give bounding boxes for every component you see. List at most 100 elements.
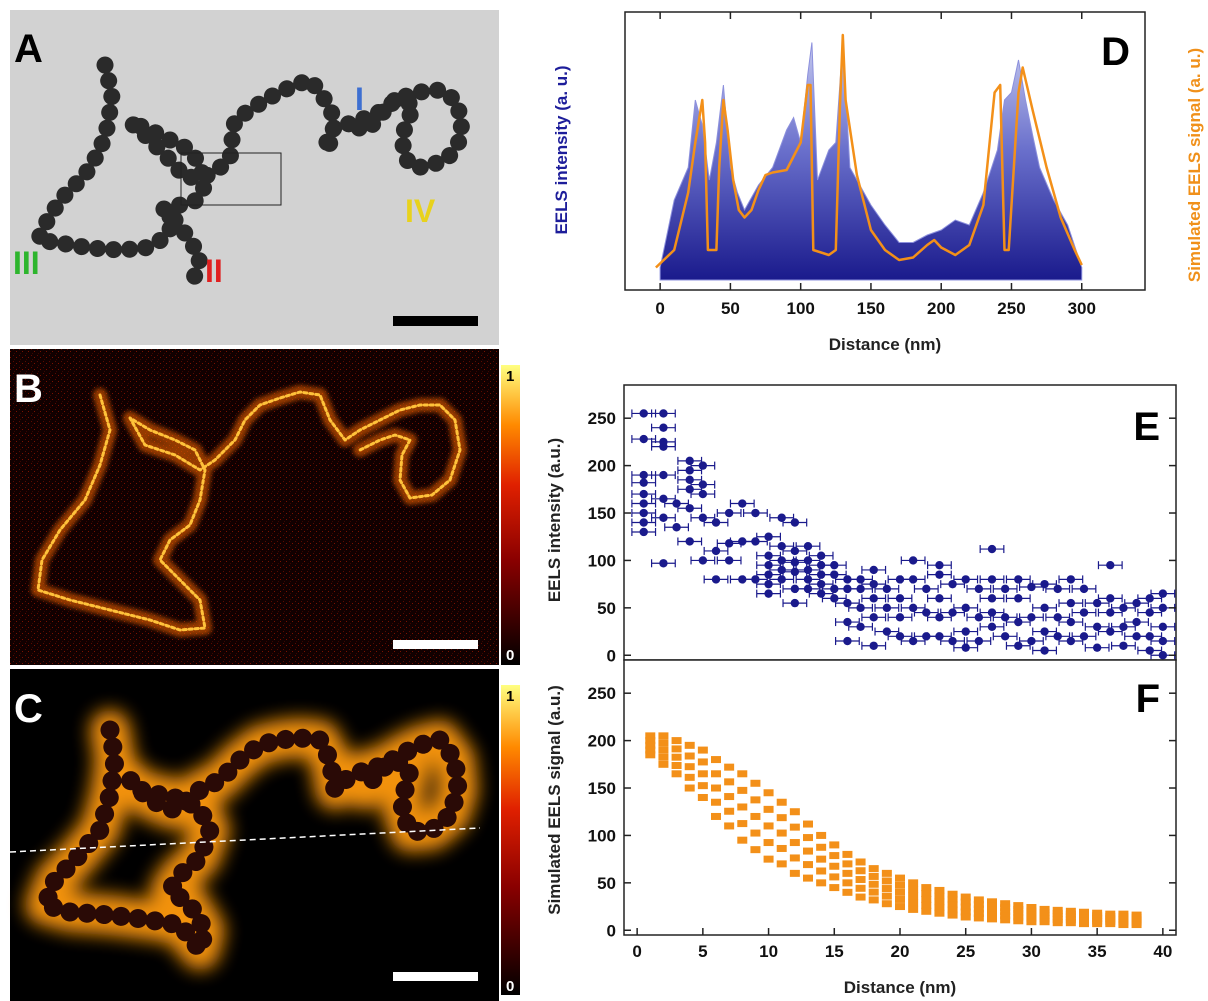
chart-f-column bbox=[763, 789, 774, 863]
chart-f-xtick-label: 5 bbox=[698, 942, 707, 961]
colorbar-c-min: 0 bbox=[506, 978, 514, 995]
panel-letter-c: C bbox=[14, 687, 43, 731]
chart-f-xtick-label: 10 bbox=[759, 942, 778, 961]
chart-e-point bbox=[861, 641, 887, 650]
chart-f-column bbox=[947, 890, 958, 919]
colorbar-c-max: 1 bbox=[506, 688, 514, 705]
chart-e-point bbox=[677, 456, 703, 466]
chart-e-point bbox=[1150, 589, 1176, 598]
scale-bar-a bbox=[393, 316, 478, 326]
chart-e-point bbox=[1097, 627, 1123, 636]
chart-e-ylabel: EELS intensity (a.u.) bbox=[545, 438, 564, 602]
chart-e-point bbox=[1097, 594, 1123, 603]
chain-label-iii: III bbox=[13, 245, 40, 281]
chart-e-point bbox=[690, 480, 716, 489]
chart-f-column bbox=[1000, 900, 1011, 924]
chart-e-point bbox=[1137, 632, 1163, 641]
simulated-particles bbox=[35, 720, 468, 960]
chart-e-point bbox=[631, 527, 657, 537]
chart-d-simulated-line bbox=[655, 33, 1083, 269]
chart-f-column bbox=[1065, 907, 1076, 927]
panel-letter-a: A bbox=[14, 27, 43, 71]
chart-e-point bbox=[742, 537, 768, 546]
chart-e-point bbox=[1045, 632, 1071, 641]
chart-f-column bbox=[789, 808, 800, 877]
chart-f-column bbox=[1092, 909, 1103, 928]
chart-f-column bbox=[750, 779, 761, 854]
chart-e-point bbox=[1005, 594, 1031, 603]
chart-e-point bbox=[756, 589, 782, 598]
chart-f-ytick-label: 150 bbox=[588, 779, 616, 798]
eels-map-ring bbox=[36, 390, 462, 632]
chart-f-column bbox=[829, 841, 840, 892]
chart-e-point bbox=[631, 508, 657, 518]
chart-e-point bbox=[703, 575, 729, 584]
colorbar-b bbox=[501, 365, 520, 665]
chart-e-point bbox=[650, 442, 676, 451]
chart-e-point bbox=[1032, 579, 1058, 589]
chart-d-xtick-label: 150 bbox=[857, 299, 885, 318]
chart-e-point bbox=[834, 636, 860, 646]
chart-e-ytick-label: 100 bbox=[588, 551, 616, 570]
chart-e-point bbox=[742, 508, 768, 518]
chart-e-point bbox=[992, 632, 1018, 641]
chart-e-point bbox=[650, 409, 676, 418]
chart-e-point bbox=[848, 575, 874, 584]
nanoparticle-branch-a bbox=[166, 211, 210, 299]
chart-e-point bbox=[769, 513, 795, 522]
chart-e-point bbox=[979, 608, 1005, 617]
chart-f-column bbox=[855, 858, 866, 901]
chart-f-xtick-label: 35 bbox=[1088, 942, 1107, 961]
chart-d-x-ticks: 0 50 100 150 200 250 300 bbox=[655, 12, 1096, 318]
chart-f-ytick-label: 0 bbox=[607, 921, 616, 940]
chart-e-point bbox=[1071, 584, 1097, 594]
chart-e-point bbox=[756, 579, 782, 589]
chart-f-column bbox=[1013, 902, 1024, 925]
scale-bar-b bbox=[393, 640, 478, 649]
chart-f-y-ticks: 0 50 100 150 200 250 bbox=[588, 684, 1176, 940]
chart-f-column bbox=[737, 770, 748, 844]
chart-f-column bbox=[711, 756, 721, 820]
chart-e-point bbox=[992, 613, 1018, 622]
chart-f-xtick-label: 20 bbox=[891, 942, 910, 961]
chart-e-point bbox=[979, 622, 1005, 632]
chart-e-point bbox=[874, 584, 900, 594]
chart-e-point bbox=[690, 461, 716, 470]
chart-e-point bbox=[1110, 641, 1136, 650]
chart-e-point bbox=[1032, 627, 1058, 636]
chart-f-column bbox=[960, 893, 971, 921]
chart-f-xtick-label: 30 bbox=[1022, 942, 1041, 961]
chart-f-column bbox=[895, 874, 905, 911]
chart-e-point bbox=[1137, 608, 1163, 617]
chart-e-point bbox=[631, 489, 657, 499]
chart-d-xtick-label: 300 bbox=[1068, 299, 1096, 318]
chart-e-point bbox=[926, 570, 952, 579]
chart-d-xlabel: Distance (nm) bbox=[829, 335, 941, 354]
chart-f-column bbox=[881, 869, 892, 908]
chart-e-point bbox=[756, 532, 782, 541]
selection-box bbox=[180, 152, 282, 206]
chart-f-column bbox=[803, 820, 813, 882]
chart-e-point bbox=[1018, 636, 1044, 646]
chart-e-point bbox=[913, 584, 939, 594]
chart-e-point bbox=[1058, 598, 1084, 608]
chart-e-point bbox=[966, 584, 992, 594]
chart-f-column bbox=[1079, 908, 1089, 928]
chart-e-point bbox=[1045, 613, 1071, 622]
chart-d-xtick-label: 50 bbox=[721, 299, 740, 318]
panel-a: A I II III IV bbox=[10, 10, 499, 345]
chart-f-column bbox=[816, 831, 827, 887]
chart-e-point bbox=[1058, 636, 1084, 646]
chart-e-point bbox=[756, 570, 782, 579]
chart-e-point bbox=[631, 499, 657, 508]
chart-e-point bbox=[1058, 575, 1084, 584]
chart-e-point bbox=[1071, 632, 1097, 641]
chart-e-point bbox=[926, 594, 952, 603]
chart-e-point bbox=[1032, 603, 1058, 613]
chart-e-ytick-label: 150 bbox=[588, 504, 616, 523]
panel-letter-d: D bbox=[1101, 30, 1130, 74]
chart-e-point bbox=[677, 537, 703, 546]
chart-e-point bbox=[953, 575, 979, 584]
chart-e-point bbox=[1124, 617, 1150, 627]
chart-e-point bbox=[650, 494, 676, 503]
